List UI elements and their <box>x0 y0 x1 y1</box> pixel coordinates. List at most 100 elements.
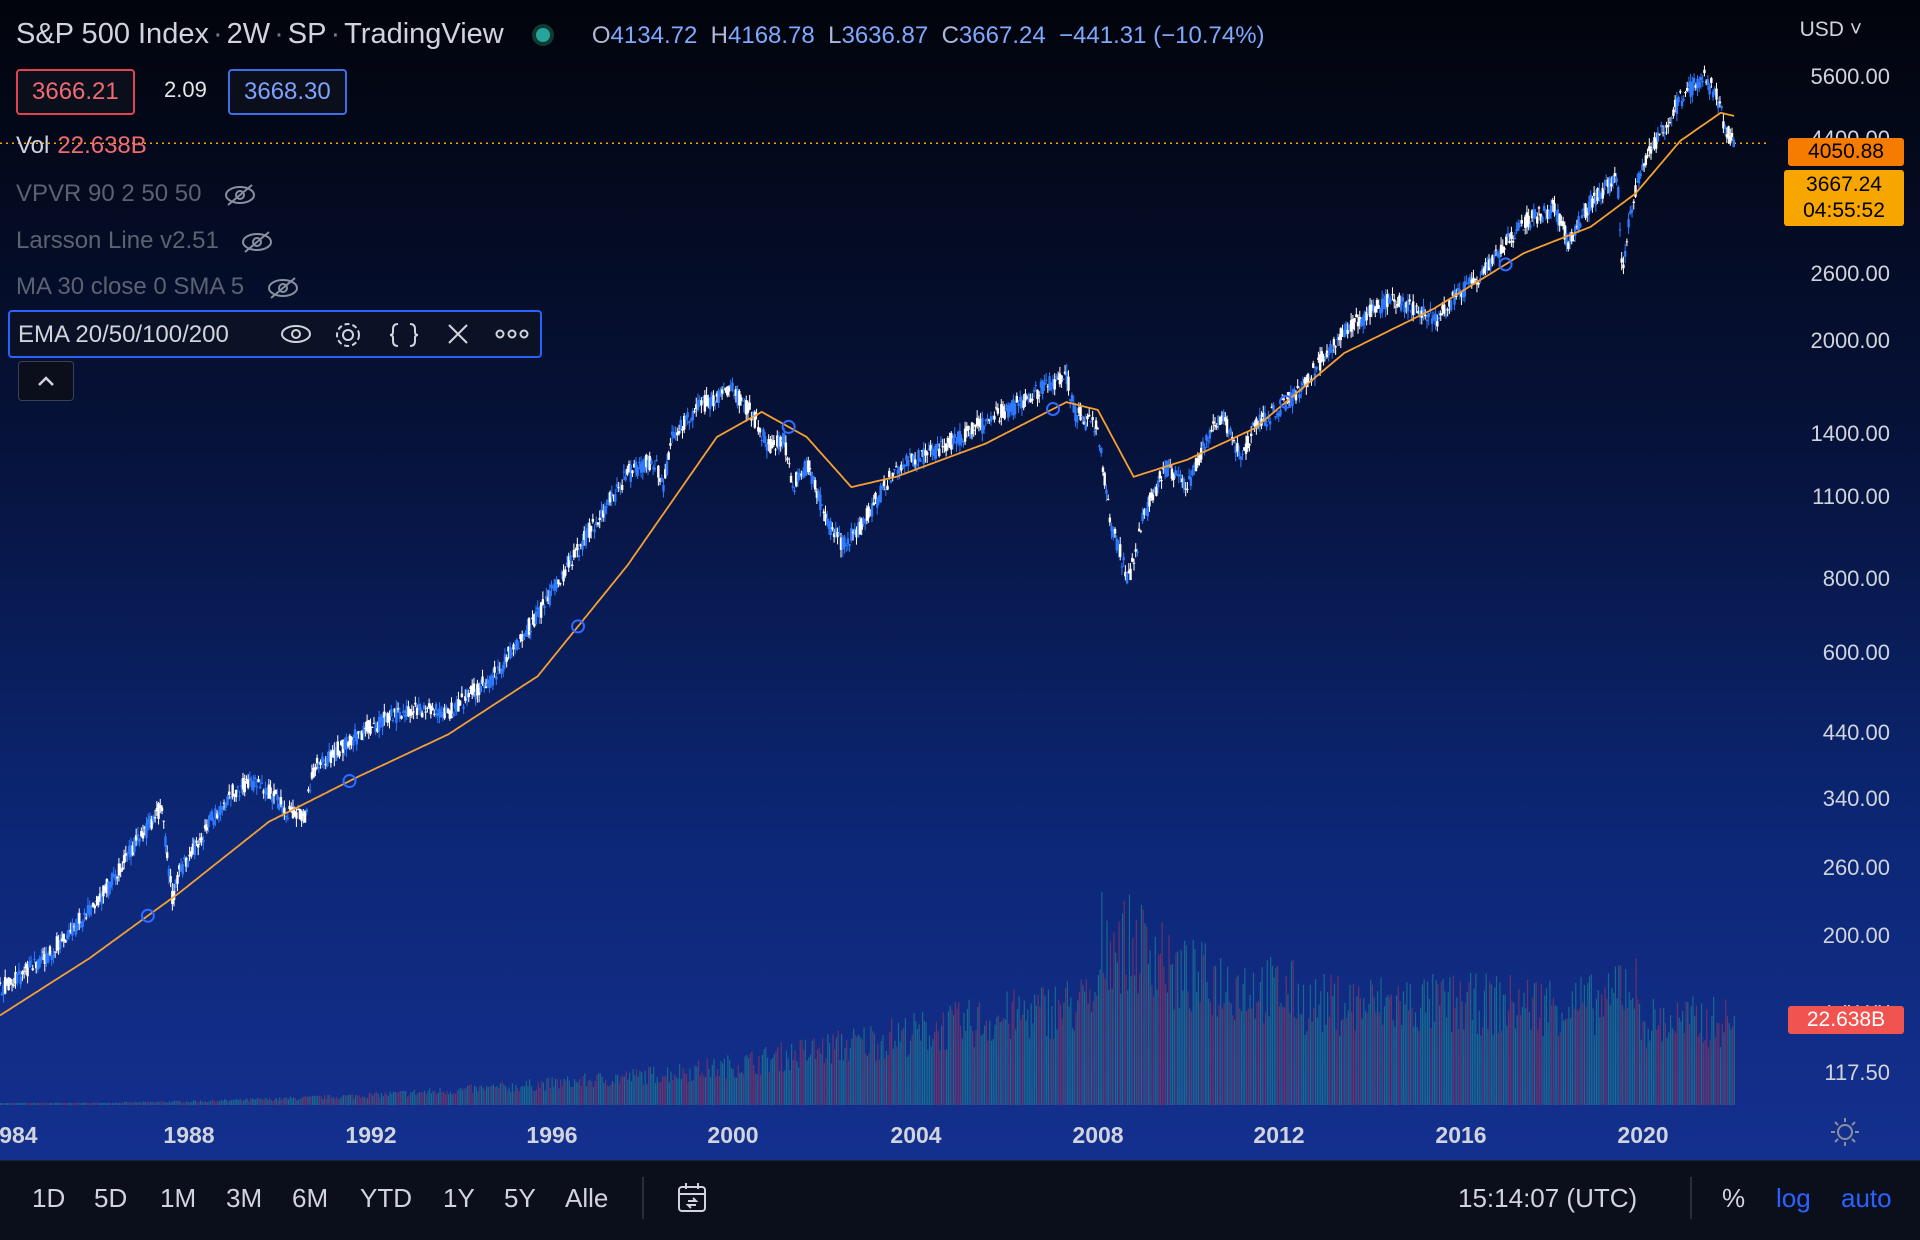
symbol-header[interactable]: S&P 500 Index · 2W · SP · TradingView O4134.72… <box>16 18 1265 50</box>
candle-body <box>291 807 295 819</box>
volume-bar <box>153 1102 155 1105</box>
range-all-button[interactable]: Alle <box>565 1183 609 1213</box>
candle-body <box>241 777 245 790</box>
candle-body <box>433 713 436 715</box>
volume-bar <box>467 1085 469 1105</box>
source-code-icon[interactable] <box>388 321 420 349</box>
range-1y-button[interactable]: 1Y <box>443 1183 475 1213</box>
symbol-name[interactable]: S&P 500 Index <box>16 18 209 50</box>
candle-body <box>1079 406 1082 421</box>
candle-body <box>905 455 908 461</box>
volume-bar <box>1375 1011 1377 1105</box>
chart-pane[interactable]: S&P 500 Index · 2W · SP · TradingView O4134.72… <box>0 0 1920 1160</box>
indicator-larsson[interactable]: Larsson Line v2.51 <box>16 227 273 255</box>
log-scale-button[interactable]: log <box>1776 1183 1811 1213</box>
volume-bar <box>1189 1008 1191 1105</box>
eye-hidden-icon[interactable] <box>241 230 273 254</box>
range-3m-button[interactable]: 3M <box>226 1183 263 1213</box>
volume-bar <box>1146 926 1148 1105</box>
volume-bar <box>1588 976 1591 1105</box>
candle-body <box>147 819 150 824</box>
candle-body <box>727 386 731 392</box>
candle-body <box>110 873 114 886</box>
percent-scale-button[interactable]: % <box>1722 1183 1746 1213</box>
candle-body <box>601 510 605 518</box>
volume-bar <box>1395 995 1398 1105</box>
volume-bar <box>411 1091 414 1105</box>
auto-scale-button[interactable]: auto <box>1841 1183 1892 1213</box>
indicator-ma[interactable]: MA 30 close 0 SMA 5 <box>16 273 299 301</box>
volume-bar <box>32 1102 34 1105</box>
indicator-ema[interactable]: EMA 20/50/100/200 <box>8 310 542 358</box>
range-5y-button[interactable]: 5Y <box>504 1183 536 1213</box>
candle-body <box>1158 471 1162 479</box>
candle-body <box>1327 353 1330 356</box>
candle-body <box>1584 203 1587 218</box>
more-icon[interactable] <box>494 321 530 347</box>
volume-bar <box>1540 984 1542 1105</box>
currency-selector[interactable]: USD ˅ <box>1799 18 1862 41</box>
candle-body <box>307 789 310 792</box>
volume-bar <box>330 1098 333 1105</box>
volume-bar <box>651 1073 653 1105</box>
volume-bar <box>1459 981 1461 1105</box>
candle-body <box>452 713 455 717</box>
candle-body <box>1113 528 1117 534</box>
range-6m-button[interactable]: 6M <box>292 1183 329 1213</box>
candle-body <box>207 819 210 828</box>
collapse-legend-button[interactable] <box>18 361 74 401</box>
buy-button[interactable]: 3668.30 <box>228 69 347 115</box>
candle-body <box>739 397 743 402</box>
volume-bar <box>1711 1016 1713 1105</box>
volume-bar <box>687 1081 689 1105</box>
candle-body <box>1001 406 1005 414</box>
volume-bar <box>492 1084 495 1105</box>
candle-body <box>1551 199 1554 204</box>
volume-bar <box>437 1092 439 1105</box>
eye-hidden-icon[interactable] <box>267 276 299 300</box>
candle-body <box>708 397 712 410</box>
candle-body <box>1337 336 1341 341</box>
volume-bar <box>136 1102 138 1105</box>
volume-bar <box>1401 1025 1403 1105</box>
candle-body <box>174 879 177 889</box>
clock-time[interactable]: 15:14:07 (UTC) <box>1458 1183 1638 1213</box>
candle-body <box>1020 399 1024 408</box>
range-1d-button[interactable]: 1D <box>32 1183 66 1213</box>
volume-legend[interactable]: Vol 22.638B <box>16 132 147 160</box>
candle-body <box>888 470 891 478</box>
volume-bar <box>658 1082 660 1105</box>
range-1m-button[interactable]: 1M <box>160 1183 197 1213</box>
gear-icon[interactable] <box>334 321 362 349</box>
volume-bar <box>1104 978 1106 1105</box>
candle-body <box>1649 146 1653 154</box>
candle-body <box>143 827 146 829</box>
candle-body <box>1460 293 1463 297</box>
candle-body <box>610 492 614 499</box>
volume-bar <box>1261 967 1263 1105</box>
volume-bar <box>1230 1003 1232 1105</box>
range-ytd-button[interactable]: YTD <box>360 1183 412 1213</box>
sell-button[interactable]: 3666.21 <box>16 69 135 115</box>
calendar-goto-icon[interactable] <box>676 1181 710 1215</box>
volume-bar <box>403 1091 405 1105</box>
candle-body <box>219 805 222 814</box>
interval[interactable]: 2W <box>226 18 271 50</box>
range-5d-button[interactable]: 5D <box>94 1183 128 1213</box>
settings-sun-icon[interactable] <box>1829 1116 1861 1148</box>
price-chart[interactable] <box>0 0 1920 1160</box>
volume-bar <box>217 1100 219 1105</box>
eye-hidden-icon[interactable] <box>224 183 256 207</box>
candle-body <box>907 459 910 467</box>
indicator-vpvr[interactable]: VPVR 90 2 50 50 <box>16 180 256 208</box>
candle-body <box>1729 136 1732 144</box>
eye-icon[interactable] <box>280 321 312 347</box>
candle-body <box>826 518 829 525</box>
volume-bar <box>1566 1018 1568 1105</box>
volume-bar <box>132 1102 134 1105</box>
volume-bar <box>915 1021 917 1105</box>
candle-body <box>1718 101 1722 104</box>
volume-bar <box>984 1025 986 1105</box>
close-icon[interactable] <box>446 321 470 347</box>
volume-bar <box>1037 994 1039 1105</box>
